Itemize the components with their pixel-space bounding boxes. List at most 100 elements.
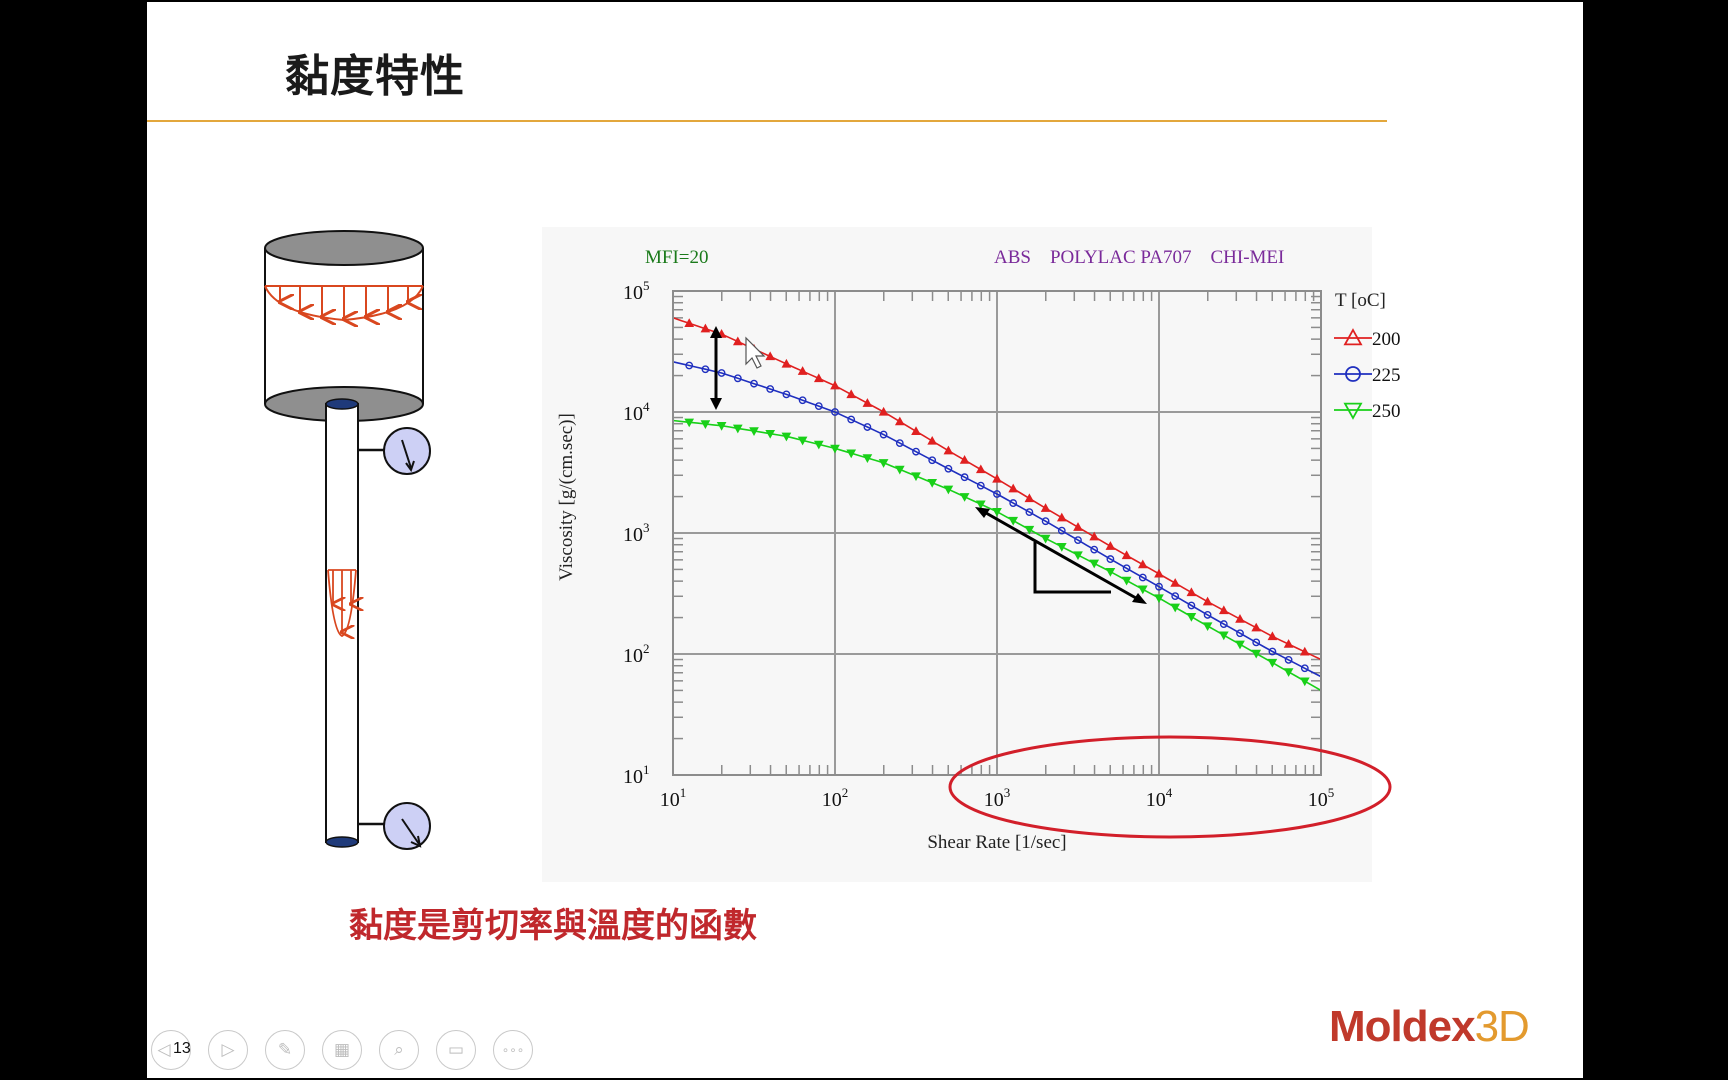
series-marker-225 (960, 473, 969, 482)
legend-marker-200 (1343, 328, 1363, 346)
series-marker-250 (700, 420, 711, 430)
highlight-ellipse (948, 735, 1392, 839)
pressure-gauge-upper (358, 427, 431, 475)
series-marker-200 (765, 351, 776, 361)
next-icon: ▷ (221, 1040, 235, 1060)
series-marker-200 (700, 323, 711, 333)
series-marker-200 (927, 435, 938, 445)
series-marker-225 (863, 423, 872, 431)
x-tick-label: 104 (1146, 785, 1173, 811)
zoom-button[interactable]: ⌕ (379, 1030, 419, 1070)
legend-label-225: 225 (1372, 365, 1401, 386)
y-tick-label: 103 (623, 520, 650, 546)
viscosity-chart: 101 102 103 104 105 101 102 103 104 105 MFI=20 AB… (542, 227, 1401, 882)
legend-label-250: 250 (1372, 401, 1401, 422)
series-marker-225 (1284, 655, 1293, 664)
legend-label-200: 200 (1372, 329, 1401, 350)
logo-primary: Moldex (1329, 1002, 1476, 1051)
series-marker-225 (1252, 638, 1261, 647)
x-tick-label: 105 (1308, 785, 1335, 811)
series-marker-200 (1235, 614, 1245, 623)
chart-grid (673, 291, 1321, 775)
slides-overview-button[interactable]: ▦ (322, 1030, 362, 1070)
series-marker-200 (1283, 639, 1294, 648)
series-marker-225 (1009, 499, 1018, 507)
series-marker-200 (878, 406, 889, 416)
x-tick-label: 103 (984, 785, 1011, 811)
series-marker-200 (911, 426, 921, 435)
pen-button[interactable]: ✎ (265, 1030, 305, 1070)
more-icon: ∘∘∘ (501, 1043, 525, 1057)
series-marker-250 (1170, 603, 1181, 613)
series-marker-250 (1137, 585, 1148, 595)
series-marker-250 (894, 465, 905, 475)
series-marker-225 (798, 396, 807, 405)
series-marker-200 (1218, 605, 1229, 615)
series-marker-225 (1041, 517, 1050, 526)
slide: 黏度特性 (147, 2, 1583, 1078)
series-marker-225 (1219, 620, 1228, 628)
more-options-button[interactable]: ∘∘∘ (493, 1030, 533, 1070)
shear-thinning-slope-marker (975, 507, 1147, 604)
next-slide-button[interactable]: ▷ (208, 1030, 248, 1070)
grid-icon: ▦ (333, 1040, 351, 1060)
subtitles-button[interactable]: ▭ (436, 1030, 476, 1070)
series-marker-250 (797, 436, 808, 446)
previous-slide-button[interactable]: ◁ (151, 1030, 191, 1070)
legend-title: T [oC] (1335, 290, 1386, 311)
series-marker-250 (1186, 612, 1197, 622)
series-marker-250 (1073, 551, 1083, 561)
series-marker-200 (1137, 559, 1148, 569)
series-marker-225 (1155, 582, 1163, 591)
series-marker-250 (1121, 576, 1132, 586)
chart-tick-labels: 101 102 103 104 105 101 102 103 104 105 (623, 278, 1334, 811)
legend-marker-225 (1345, 366, 1361, 382)
series-marker-200 (943, 445, 954, 455)
series-marker-225 (733, 374, 742, 383)
series-marker-200 (1040, 503, 1051, 512)
barrel-velocity-profile (264, 285, 424, 320)
series-marker-225 (928, 456, 937, 465)
chart-series (672, 317, 1322, 692)
series-marker-250 (1040, 534, 1051, 544)
previous-icon: ◁ (157, 1040, 171, 1060)
series-marker-225 (1138, 573, 1147, 582)
temperature-shift-arrow (710, 326, 722, 410)
tube-velocity-profile (327, 569, 356, 636)
series-marker-225 (912, 447, 920, 456)
series-marker-200 (1008, 483, 1019, 493)
series-marker-250 (684, 418, 695, 428)
y-tick-label: 101 (623, 762, 650, 788)
series-marker-225 (1268, 647, 1277, 656)
series-marker-250 (1105, 567, 1116, 577)
series-marker-250 (943, 485, 954, 495)
series-marker-225 (895, 439, 904, 448)
series-marker-250 (992, 507, 1002, 517)
series-marker-200 (894, 416, 905, 426)
series-marker-200 (1299, 646, 1310, 656)
series-marker-225 (993, 490, 1001, 498)
series-marker-200 (1073, 522, 1083, 531)
series-marker-225 (814, 402, 823, 411)
series-marker-200 (1154, 568, 1164, 578)
series-marker-200 (1202, 596, 1213, 606)
series-marker-250 (716, 422, 727, 431)
x-tick-label: 102 (822, 785, 849, 811)
chart-title: ABS POLYLAC PA707 CHI-MEI (994, 247, 1284, 268)
magnifier-icon: ⌕ (394, 1040, 404, 1060)
series-marker-250 (1008, 516, 1019, 526)
y-axis-label: Viscosity [g/(cm.sec)] (556, 413, 577, 581)
series-marker-200 (846, 389, 857, 399)
series-marker-225 (1057, 526, 1066, 535)
series-marker-250 (1299, 677, 1310, 687)
series-marker-250 (975, 500, 986, 510)
y-tick-label: 104 (623, 399, 650, 425)
series-marker-225 (717, 369, 726, 377)
slide-title: 黏度特性 (285, 51, 465, 102)
series-marker-250 (1154, 594, 1164, 604)
series-marker-250 (765, 429, 776, 439)
series-marker-225 (1106, 555, 1115, 563)
series-marker-250 (862, 454, 873, 464)
series-marker-250 (959, 493, 970, 502)
y-tick-label: 102 (623, 641, 650, 667)
